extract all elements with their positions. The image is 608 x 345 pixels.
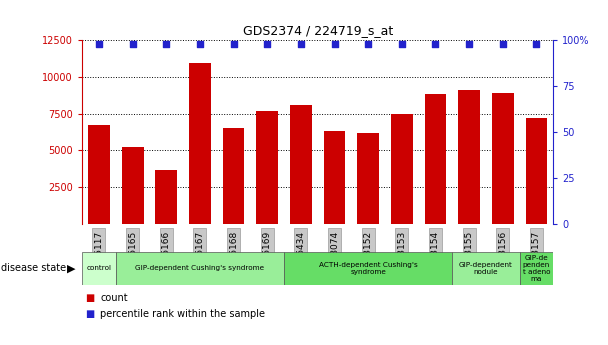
Bar	[358, 133, 379, 224]
Text: percentile rank within the sample: percentile rank within the sample	[100, 309, 265, 319]
Point	[397, 41, 407, 47]
Point	[229, 41, 238, 47]
Text: count: count	[100, 294, 128, 303]
Text: ACTH-dependent Cushing's
syndrome: ACTH-dependent Cushing's syndrome	[319, 262, 418, 275]
Point	[296, 41, 306, 47]
Bar	[492, 93, 514, 224]
Point	[330, 41, 339, 47]
Text: GIP-dependent
nodule: GIP-dependent nodule	[459, 262, 513, 275]
Point	[465, 41, 474, 47]
Point	[195, 41, 205, 47]
Bar	[391, 114, 413, 224]
Text: GIP-de
penden
t adeno
ma: GIP-de penden t adeno ma	[523, 255, 550, 282]
Bar	[520, 252, 553, 285]
Bar	[424, 94, 446, 224]
Bar	[525, 118, 547, 224]
Text: disease state: disease state	[1, 263, 66, 273]
Bar	[155, 170, 177, 224]
Point	[430, 41, 440, 47]
Point	[531, 41, 541, 47]
Point	[498, 41, 508, 47]
Bar	[323, 131, 345, 224]
Bar	[116, 252, 284, 285]
Text: control: control	[86, 265, 111, 271]
Bar	[82, 252, 116, 285]
Text: ■: ■	[85, 294, 94, 303]
Point	[128, 41, 137, 47]
Bar	[88, 125, 110, 224]
Bar	[256, 110, 278, 224]
Bar	[452, 252, 520, 285]
Point	[161, 41, 171, 47]
Text: ■: ■	[85, 309, 94, 319]
Bar	[458, 90, 480, 224]
Point	[364, 41, 373, 47]
Text: ▶: ▶	[67, 263, 75, 273]
Bar	[290, 105, 312, 224]
Point	[262, 41, 272, 47]
Title: GDS2374 / 224719_s_at: GDS2374 / 224719_s_at	[243, 24, 393, 37]
Bar	[284, 252, 452, 285]
Text: GIP-dependent Cushing's syndrome: GIP-dependent Cushing's syndrome	[136, 265, 264, 271]
Bar	[122, 147, 143, 224]
Point	[94, 41, 104, 47]
Bar	[223, 128, 244, 224]
Bar	[189, 63, 211, 224]
